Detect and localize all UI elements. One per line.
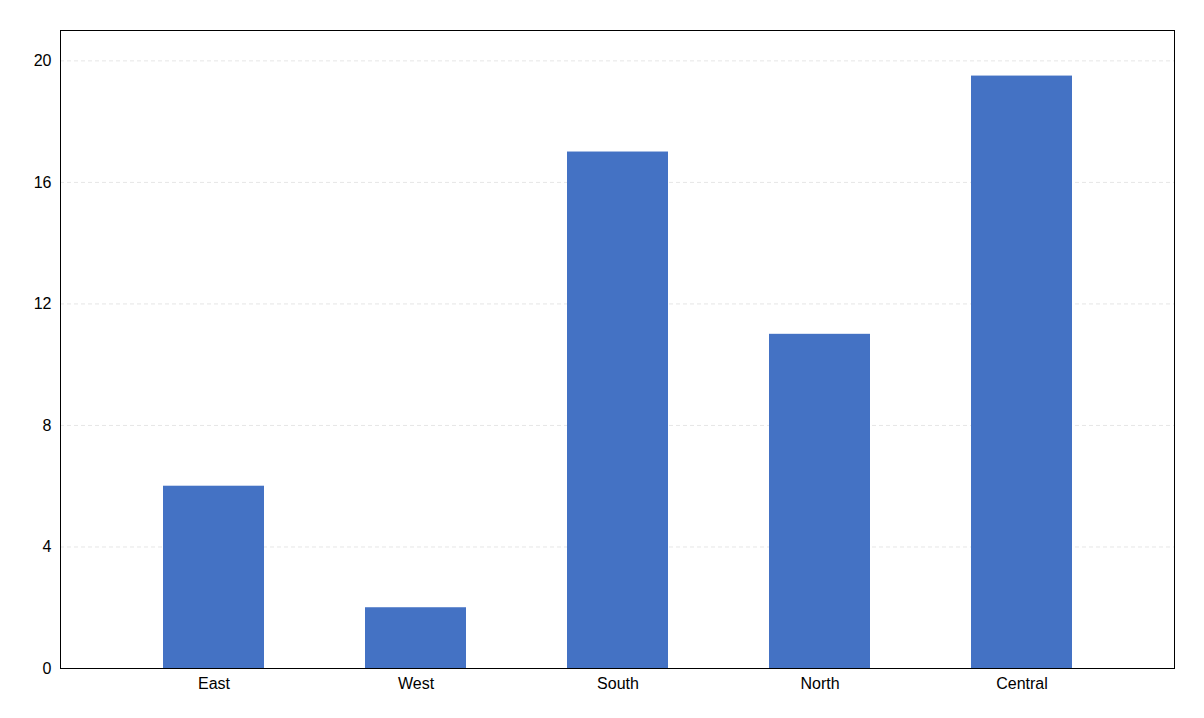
svg-text:West: West [398, 675, 435, 692]
svg-text:16: 16 [34, 174, 52, 191]
svg-text:8: 8 [43, 417, 52, 434]
svg-text:4: 4 [43, 538, 52, 555]
svg-text:Central: Central [996, 675, 1048, 692]
svg-text:12: 12 [34, 295, 52, 312]
svg-text:20: 20 [34, 52, 52, 69]
svg-text:East: East [198, 675, 231, 692]
svg-text:South: South [597, 675, 639, 692]
svg-text:North: North [800, 675, 839, 692]
svg-text:0: 0 [43, 660, 52, 677]
